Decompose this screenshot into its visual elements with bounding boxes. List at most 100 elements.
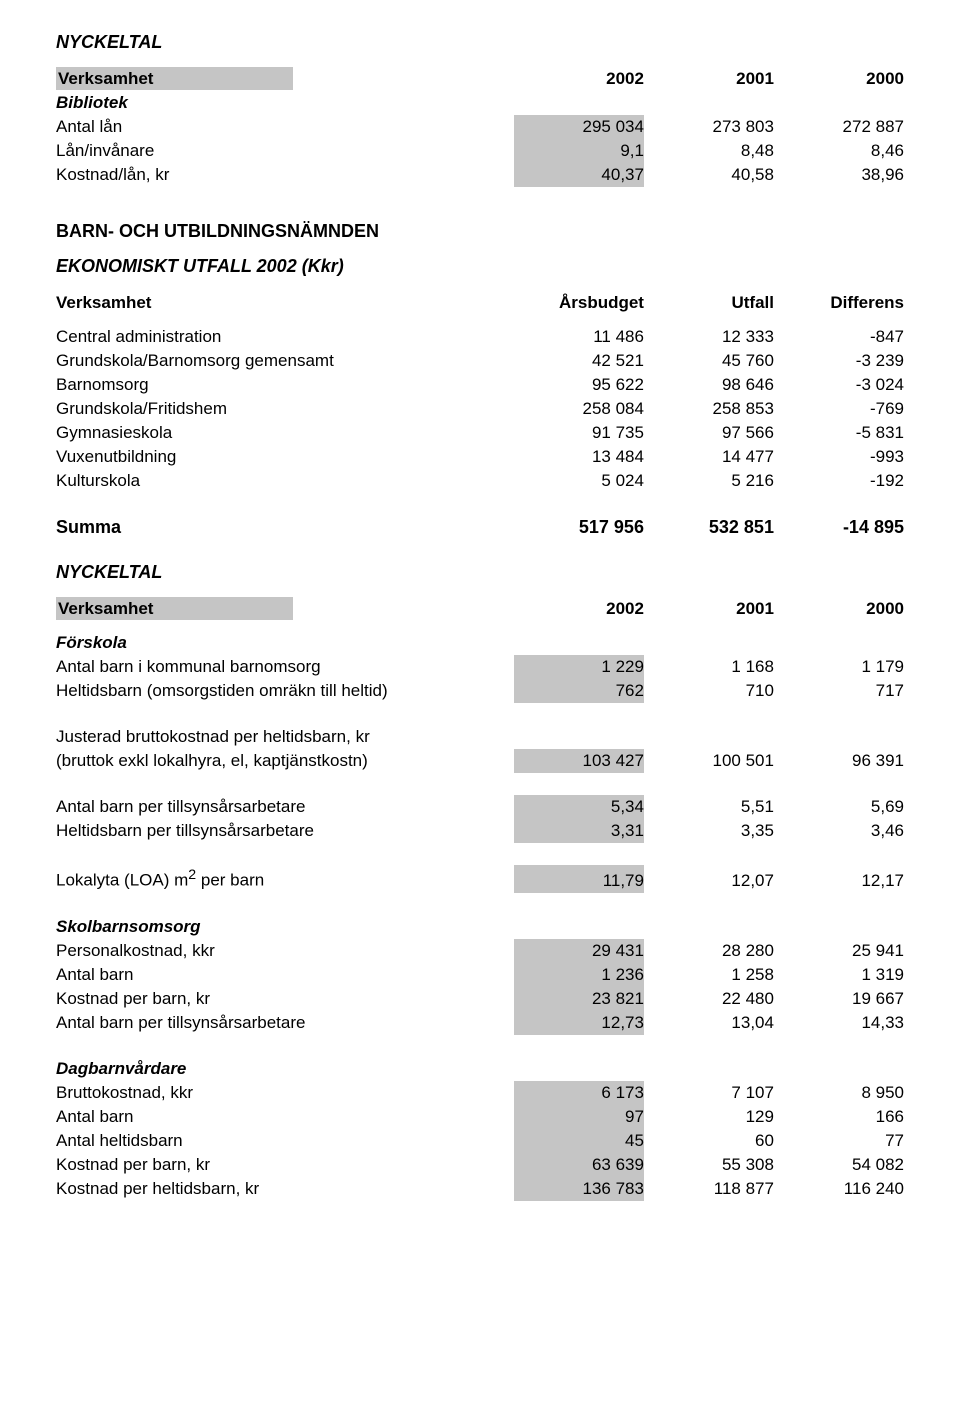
cell: 136 783 [514, 1177, 644, 1201]
barn-title: BARN- OCH UTBILDNINGSNÄMNDEN [56, 221, 904, 242]
cell: 1 319 [774, 963, 904, 987]
row-label: Gymnasieskola [56, 421, 514, 445]
cell: 60 [644, 1129, 774, 1153]
cell: 1 258 [644, 963, 774, 987]
col-header: Verksamhet [56, 67, 293, 90]
cell: 91 735 [514, 421, 644, 445]
row-label: Heltidsbarn per tillsynsårsarbetare [56, 819, 514, 843]
col-header: 2000 [774, 67, 904, 91]
table-row: (bruttok exkl lokalhyra, el, kaptjänstko… [56, 749, 904, 773]
cell: -192 [774, 469, 904, 493]
cell: 6 173 [514, 1081, 644, 1105]
group-dagbarn: Dagbarnvårdare [56, 1057, 514, 1081]
cell: 717 [774, 679, 904, 703]
row-label: Heltidsbarn (omsorgstiden omräkn till he… [56, 679, 514, 703]
row-label: Kulturskola [56, 469, 514, 493]
cell: 14 477 [644, 445, 774, 469]
cell: 5,34 [514, 795, 644, 819]
table-row: Kulturskola5 0245 216-192 [56, 469, 904, 493]
sum-row: Summa517 956532 851-14 895 [56, 515, 904, 540]
lokalyta-label: Lokalyta (LOA) m2 per barn [56, 865, 514, 893]
cell: 8,48 [644, 139, 774, 163]
cell: 118 877 [644, 1177, 774, 1201]
cell: 28 280 [644, 939, 774, 963]
cell: 258 853 [644, 397, 774, 421]
table-row: Antal barn per tillsynsårsarbetare12,731… [56, 1011, 904, 1035]
col-header: Differens [774, 291, 904, 315]
cell: 42 521 [514, 349, 644, 373]
row-label: Bruttokostnad, kkr [56, 1081, 514, 1105]
row-label: Barnomsorg [56, 373, 514, 397]
cell: 38,96 [774, 163, 904, 187]
cell: 5 216 [644, 469, 774, 493]
row-label: Justerad bruttokostnad per heltidsbarn, … [56, 725, 514, 749]
col-header: 2000 [774, 597, 904, 621]
cell: 40,37 [514, 163, 644, 187]
row-label: Grundskola/Fritidshem [56, 397, 514, 421]
row-label: Antal barn per tillsynsårsarbetare [56, 795, 514, 819]
row-label: Grundskola/Barnomsorg gemensamt [56, 349, 514, 373]
cell: 45 760 [644, 349, 774, 373]
row-label: Antal barn [56, 1105, 514, 1129]
table-row: Antal lån295 034273 803272 887 [56, 115, 904, 139]
nyckeltal2-title: NYCKELTAL [56, 562, 904, 583]
cell: 129 [644, 1105, 774, 1129]
cell: -3 024 [774, 373, 904, 397]
cell: 517 956 [514, 515, 644, 540]
cell: 12 333 [644, 325, 774, 349]
col-header: 2001 [644, 597, 774, 621]
table-row: Heltidsbarn (omsorgstiden omräkn till he… [56, 679, 904, 703]
table-row: Lokalyta (LOA) m2 per barn 11,79 12,07 1… [56, 865, 904, 893]
row-label: (bruttok exkl lokalhyra, el, kaptjänstko… [56, 749, 514, 773]
cell: 14,33 [774, 1011, 904, 1035]
nyckeltal1-table: Verksamhet 2002 2001 2000 Bibliotek Anta… [56, 67, 904, 187]
col-header: Verksamhet [56, 291, 514, 315]
cell: 23 821 [514, 987, 644, 1011]
cell: -3 239 [774, 349, 904, 373]
table-row: Antal heltidsbarn456077 [56, 1129, 904, 1153]
table-row: Kostnad per barn, kr23 82122 48019 667 [56, 987, 904, 1011]
row-label: Antal barn i kommunal barnomsorg [56, 655, 514, 679]
table-header: Verksamhet Årsbudget Utfall Differens [56, 291, 904, 315]
cell: 3,35 [644, 819, 774, 843]
cell: 5,51 [644, 795, 774, 819]
barn-subtitle: EKONOMISKT UTFALL 2002 (Kkr) [56, 256, 904, 277]
cell: 5,69 [774, 795, 904, 819]
table-row: Kostnad per heltidsbarn, kr136 783118 87… [56, 1177, 904, 1201]
row-label: Antal heltidsbarn [56, 1129, 514, 1153]
cell: 54 082 [774, 1153, 904, 1177]
cell: 63 639 [514, 1153, 644, 1177]
group-skolbarn: Skolbarnsomsorg [56, 915, 514, 939]
cell: -14 895 [774, 515, 904, 540]
table-row: Lån/invånare9,18,488,46 [56, 139, 904, 163]
group-label: Bibliotek [56, 91, 514, 115]
table-row: Antal barn i kommunal barnomsorg1 2291 1… [56, 655, 904, 679]
cell: 710 [644, 679, 774, 703]
cell: 55 308 [644, 1153, 774, 1177]
cell: 273 803 [644, 115, 774, 139]
cell: 166 [774, 1105, 904, 1129]
cell: 5 024 [514, 469, 644, 493]
nyckeltal2-table: Verksamhet 2002 2001 2000 Förskola Antal… [56, 597, 904, 1201]
row-label: Antal lån [56, 115, 514, 139]
table-row: Gymnasieskola91 73597 566-5 831 [56, 421, 904, 445]
table-row: Antal barn97129166 [56, 1105, 904, 1129]
cell: 25 941 [774, 939, 904, 963]
cell: 12,07 [644, 865, 774, 893]
cell: 12,73 [514, 1011, 644, 1035]
cell: 762 [514, 679, 644, 703]
table-row: Grundskola/Fritidshem258 084258 853-769 [56, 397, 904, 421]
col-header: 2002 [514, 67, 644, 91]
cell: 295 034 [514, 115, 644, 139]
barn-table: Verksamhet Årsbudget Utfall Differens Ce… [56, 291, 904, 540]
table-row: Kostnad/lån, kr40,3740,5838,96 [56, 163, 904, 187]
col-header: Årsbudget [514, 291, 644, 315]
table-row: Bruttokostnad, kkr6 1737 1078 950 [56, 1081, 904, 1105]
group-forskola: Förskola [56, 631, 514, 655]
table-row: Central administration11 48612 333-847 [56, 325, 904, 349]
cell: 11 486 [514, 325, 644, 349]
table-row: Personalkostnad, kkr29 43128 28025 941 [56, 939, 904, 963]
col-header: Verksamhet [56, 597, 293, 620]
cell: 1 236 [514, 963, 644, 987]
cell: -993 [774, 445, 904, 469]
